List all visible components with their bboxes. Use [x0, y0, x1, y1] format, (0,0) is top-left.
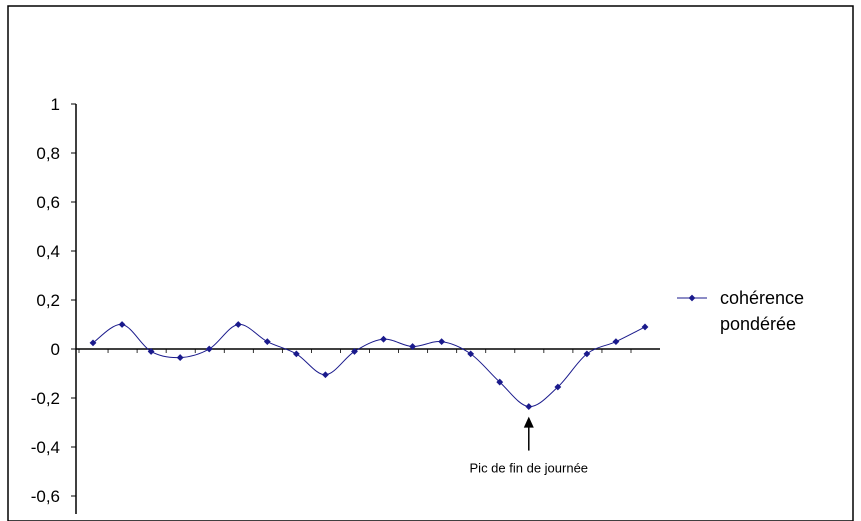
data-point: [438, 338, 446, 346]
annotation-label: Pic de fin de journée: [470, 461, 589, 476]
legend-marker: [688, 294, 696, 302]
data-point: [263, 338, 271, 346]
data-point: [118, 321, 126, 328]
legend-label: pondérée: [720, 314, 796, 334]
data-point: [205, 345, 213, 353]
data-point: [322, 371, 329, 379]
data-point: [496, 378, 504, 386]
legend: cohérence pondérée: [677, 288, 804, 334]
chart-border: [7, 5, 854, 521]
y-axis: 1 0,8 0,6 0,4 0,2 0 -0,2 -0,4 -0,6: [31, 95, 77, 514]
y-tick-label: 0,4: [36, 242, 60, 261]
data-point: [525, 403, 533, 410]
y-tick-label: 0,2: [36, 291, 60, 310]
y-tick-label: 0,8: [36, 144, 60, 163]
data-point: [147, 348, 155, 355]
data-point: [380, 335, 387, 343]
x-axis: [76, 348, 660, 353]
y-tick-label: -0,6: [31, 487, 60, 506]
data-point: [583, 350, 591, 358]
y-tick-label: 0: [51, 340, 60, 359]
data-point: [612, 338, 620, 346]
legend-label: cohérence: [720, 288, 804, 308]
annotation: Pic de fin de journée: [470, 416, 589, 476]
data-point: [641, 323, 649, 331]
y-tick-label: -0,2: [31, 389, 60, 408]
data-point: [292, 350, 300, 358]
data-point: [467, 350, 475, 358]
data-point: [234, 321, 242, 328]
data-point: [554, 383, 562, 391]
data-point: [89, 339, 97, 347]
data-point: [409, 343, 416, 350]
annotation-arrow-head: [523, 416, 534, 428]
y-tick-label: -0,4: [31, 438, 60, 457]
data-points: [89, 321, 649, 410]
data-point: [351, 348, 358, 355]
y-tick-label: 1: [51, 95, 60, 114]
y-tick-label: 0,6: [36, 193, 60, 212]
data-point: [176, 354, 184, 361]
